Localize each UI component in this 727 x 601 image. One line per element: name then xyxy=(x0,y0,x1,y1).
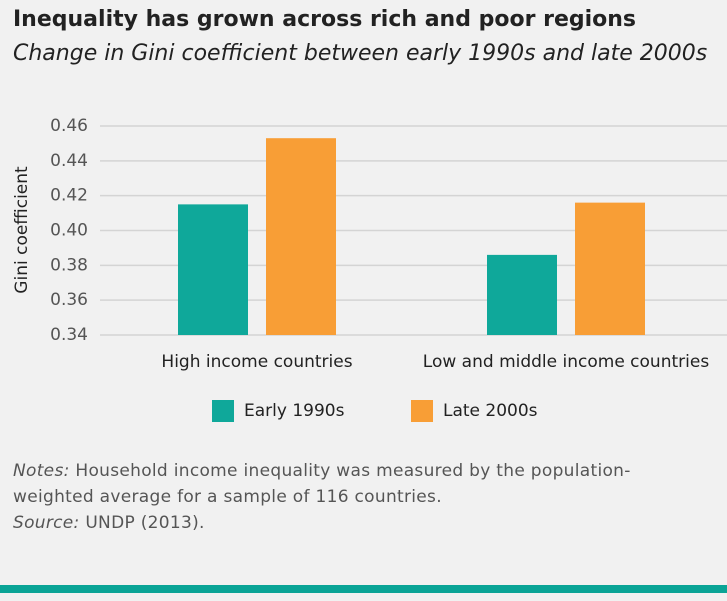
y-tick-label: 0.38 xyxy=(50,255,88,275)
footer-bar xyxy=(0,585,727,593)
chart-subtitle: Change in Gini coefficient between early… xyxy=(13,41,707,66)
bar xyxy=(575,202,645,335)
source-text: UNDP (2013). xyxy=(85,513,205,533)
notes: Notes: Household income inequality was m… xyxy=(13,458,633,536)
y-axis-label: Gini coefficient xyxy=(12,166,32,294)
y-tick-label: 0.46 xyxy=(50,116,88,136)
legend-swatch xyxy=(411,400,433,422)
bar xyxy=(487,254,557,335)
y-tick-label: 0.36 xyxy=(50,290,88,310)
bar xyxy=(178,204,248,335)
notes-text: Household income inequality was measured… xyxy=(13,461,631,507)
y-tick-label: 0.40 xyxy=(50,221,88,241)
notes-label: Notes: xyxy=(13,461,70,481)
x-tick-label: Low and middle income countries xyxy=(423,352,710,372)
y-tick-label: 0.34 xyxy=(50,325,88,345)
source-label: Source: xyxy=(13,513,80,533)
y-tick-label: 0.44 xyxy=(50,151,88,171)
bar xyxy=(266,138,336,335)
y-tick-label: 0.42 xyxy=(50,186,88,206)
chart-title: Inequality has grown across rich and poo… xyxy=(13,7,636,32)
legend-swatch xyxy=(212,400,234,422)
x-tick-label: High income countries xyxy=(161,352,352,372)
legend-label: Early 1990s xyxy=(244,401,345,421)
legend-label: Late 2000s xyxy=(443,401,538,421)
